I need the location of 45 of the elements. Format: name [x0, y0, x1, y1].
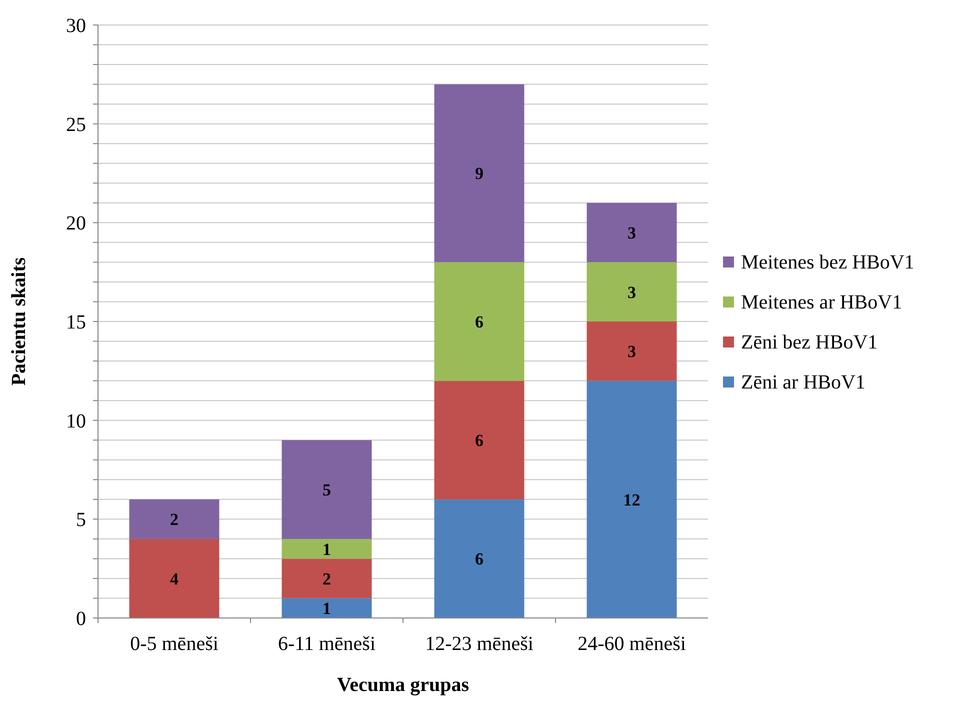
data-label: 5 [322, 480, 331, 500]
legend-label: Meitenes ar HBoV1 [741, 292, 902, 314]
bar [434, 380, 524, 500]
bar [434, 262, 524, 381]
data-label: 1 [322, 540, 331, 559]
legend-label: Zēni ar HBoV1 [741, 372, 866, 394]
y-tick-label: 10 [66, 410, 86, 432]
x-tick-label: 12-23 mēneši [425, 633, 534, 655]
bar [129, 538, 220, 618]
x-tick-label: 6-11 mēneši [278, 633, 376, 655]
bar [282, 598, 372, 618]
bar [586, 322, 677, 381]
y-tick-label: 15 [66, 312, 86, 334]
legend-label: Zēni bez HBoV1 [741, 332, 878, 354]
y-tick-label: 25 [66, 114, 86, 136]
data-label: 12 [623, 490, 640, 510]
bar [586, 380, 677, 618]
x-tick-label: 0-5 mēneši [130, 633, 219, 655]
bar [282, 538, 372, 559]
data-label: 6 [475, 431, 484, 450]
data-label: 2 [170, 510, 178, 530]
y-axis-title: Pacientu skaits [8, 257, 30, 386]
bar [586, 202, 677, 262]
y-tick-label: 20 [66, 212, 86, 235]
data-label: 3 [628, 282, 636, 302]
data-label: 4 [170, 569, 179, 588]
bar [282, 440, 372, 539]
data-label: 3 [628, 342, 636, 362]
bar [434, 499, 524, 618]
bar [434, 84, 524, 262]
y-tick-label: 30 [66, 15, 86, 37]
data-label: 1 [322, 599, 331, 618]
data-label: 9 [475, 164, 484, 184]
x-tick-label: 24-60 mēneši [578, 633, 686, 655]
data-label: 6 [475, 312, 484, 332]
y-tick-label: 0 [76, 608, 86, 630]
data-label: 2 [322, 569, 331, 588]
x-axis-title: Vecuma grupas [336, 674, 470, 696]
data-label: 6 [475, 550, 484, 569]
bar [586, 262, 677, 322]
y-tick-label: 5 [76, 509, 86, 532]
data-label: 3 [628, 224, 636, 242]
bar [129, 499, 220, 539]
bar [282, 558, 372, 598]
legend-label: Meitenes bez HBoV1 [741, 252, 914, 274]
